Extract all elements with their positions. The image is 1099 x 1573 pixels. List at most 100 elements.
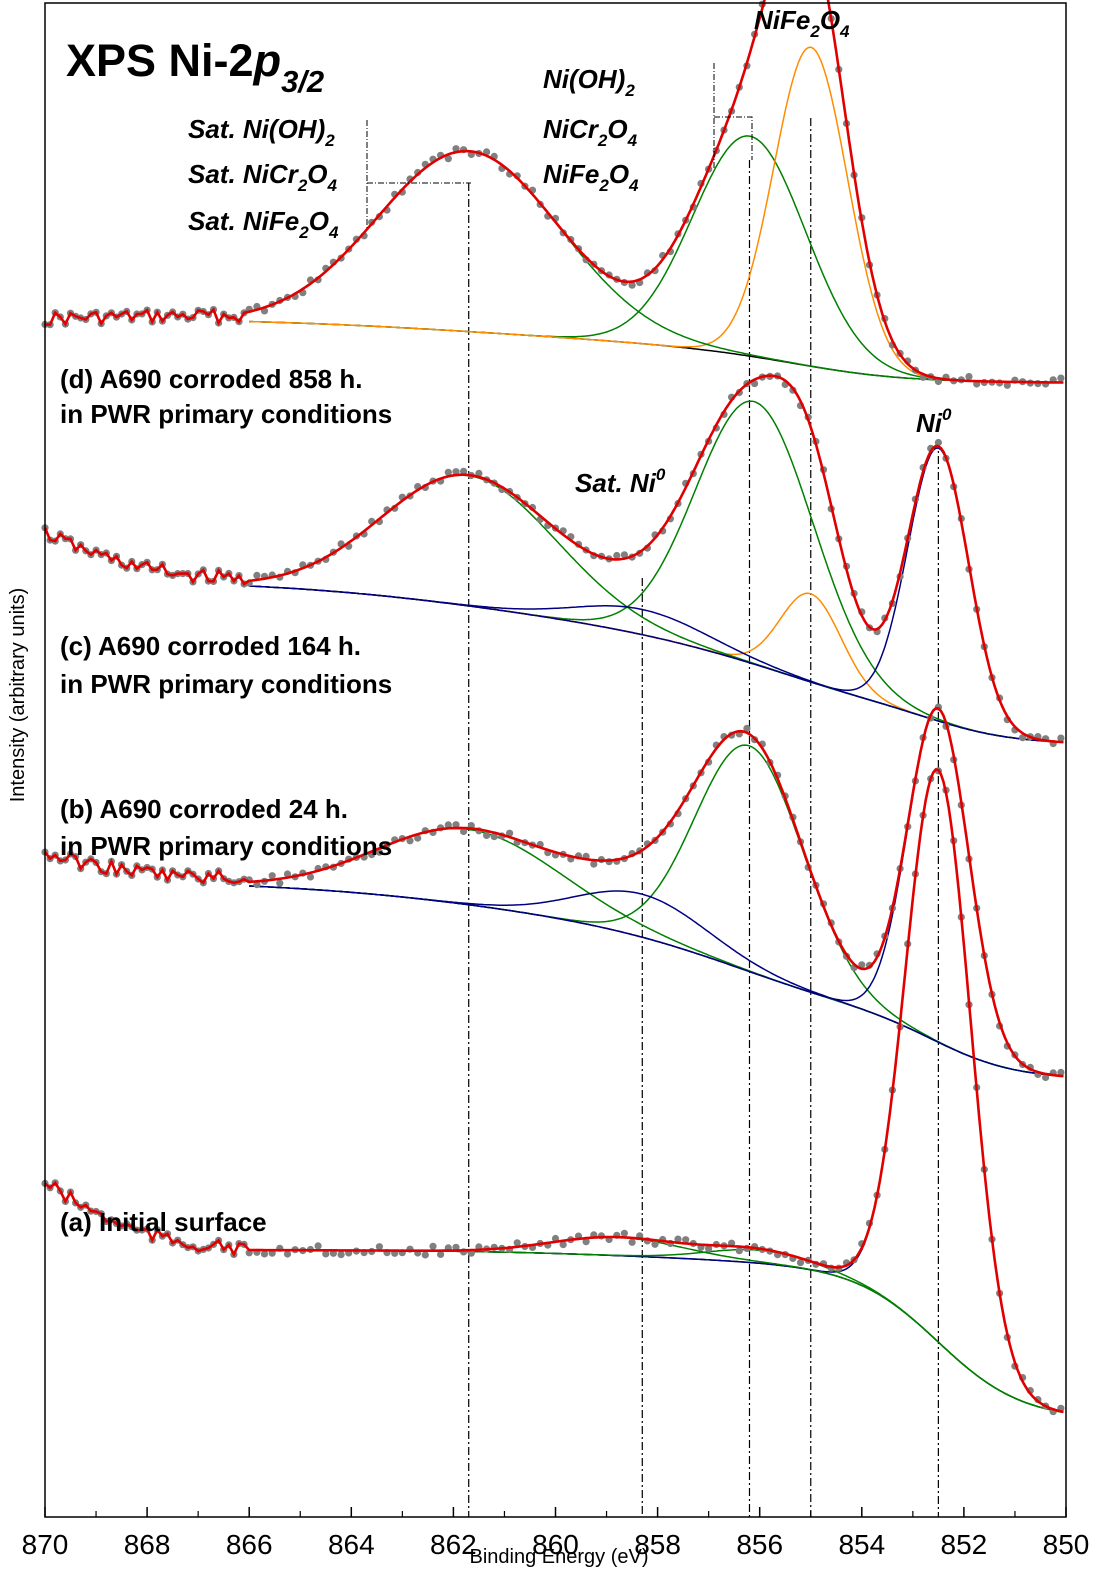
spectrum-label-a: (a) Initial surface [60,1207,267,1237]
chart-title: XPS Ni-2p3/2 [66,35,324,99]
data-point [582,1238,590,1246]
sat-bracket [366,120,471,228]
oxide-bracket [713,63,753,168]
x-tick-label: 850 [1043,1529,1090,1560]
data-point [444,155,452,163]
data-point [674,1235,682,1243]
data-point [452,145,460,153]
x-tick-label: 858 [634,1529,681,1560]
x-tick-label: 866 [226,1529,273,1560]
annotation-sat-nife2o4: Sat. NiFe2O4 [188,206,339,242]
x-tick-label: 856 [736,1529,783,1560]
y-axis-title: Intensity (arbitrary units) [7,588,29,803]
data-point [559,1241,567,1249]
annotation-sat-ni0: Sat. Ni0 [575,465,666,498]
data-point [437,1250,445,1258]
data-point [406,837,414,845]
data-point [1019,734,1027,742]
data-point [460,827,468,836]
x-tick-label: 852 [941,1529,988,1560]
spectrum-label-d-line2: in PWR primary conditions [60,399,392,429]
data-point [260,1250,269,1258]
x-tick-label: 854 [838,1529,885,1560]
data-point [429,1242,437,1250]
data-point [253,881,261,889]
data-point [337,1251,345,1259]
spectrum-label-b-line1: (b) A690 corroded 24 h. [60,794,348,824]
spectrum-label-d-line1: (d) A690 corroded 858 h. [60,364,362,394]
data-point [306,873,315,881]
x-tick-label: 864 [328,1529,375,1560]
data-point [1057,374,1065,382]
data-point [444,821,452,829]
envelope-fit [43,374,1064,744]
data-point [283,870,292,878]
envelope-fit [44,0,1064,384]
annotation-brackets [366,63,753,228]
envelope-fit [43,706,1064,1078]
data-point [705,1245,713,1253]
component-peak [249,885,1064,1077]
x-tick-label: 862 [430,1529,477,1560]
data-point [682,1236,690,1244]
spectrum-d [41,0,1065,389]
data-point [421,1251,429,1259]
data-point [322,1250,330,1258]
data-point [1042,1073,1050,1082]
data-point [314,1242,322,1250]
data-point [965,373,973,381]
data-point [651,1240,659,1248]
data-point [613,551,621,560]
data-point [513,1239,521,1247]
data-point [1057,734,1065,742]
data-point [460,467,468,475]
annotation-sat-nioh2: Sat. Ni(OH)2 [188,114,335,150]
data-point [375,1243,383,1251]
data-point [1057,1068,1065,1076]
x-tick-label: 870 [22,1529,69,1560]
x-axis-ticks: 870 868 866 864 862 860 858 856 854 852 850 [22,1507,1090,1560]
annotation-nife2o4-top: NiFe2O4 [754,5,850,41]
data-point [628,1238,636,1246]
data-point [934,438,943,447]
spectrum-label-c-line1: (c) A690 corroded 164 h. [60,631,361,661]
data-point [452,821,460,829]
data-point [743,724,751,733]
annotation-nicr2o4: NiCr2O4 [543,114,638,150]
spectrum-b [41,703,1065,1082]
data-point [452,468,460,476]
data-point [1003,381,1011,389]
data-point [620,1229,629,1237]
x-tick-label: 860 [532,1529,579,1560]
x-axis-title: Binding Energy (eV) [470,1546,649,1568]
x-tick-label: 868 [124,1529,171,1560]
data-point [590,860,598,868]
data-point [268,872,276,880]
annotation-sat-nicr2o4: Sat. NiCr2O4 [188,159,338,195]
data-point [735,1247,743,1255]
data-point [276,879,284,887]
annotation-nioh2: Ni(OH)2 [543,64,635,100]
data-point [483,831,491,840]
data-point [452,1243,460,1251]
annotation-ni0: Ni0 [916,405,952,438]
spectrum-a [41,767,1065,1416]
data-point [796,1259,805,1267]
spectrum-label-b-line2: in PWR primary conditions [60,831,392,861]
data-point [490,833,498,841]
data-point [628,281,636,289]
annotation-nife2o4: NiFe2O4 [543,159,639,195]
data-point [620,551,629,559]
reference-lines [468,118,939,1517]
data-point [858,961,866,969]
data-point [375,848,383,856]
data-point [283,1250,292,1258]
spectra [41,0,1065,1416]
spectrum-label-c-line2: in PWR primary conditions [60,669,392,699]
data-point [506,829,514,837]
data-point [414,834,422,842]
data-point [253,571,261,580]
envelope-fit [44,768,1064,1414]
